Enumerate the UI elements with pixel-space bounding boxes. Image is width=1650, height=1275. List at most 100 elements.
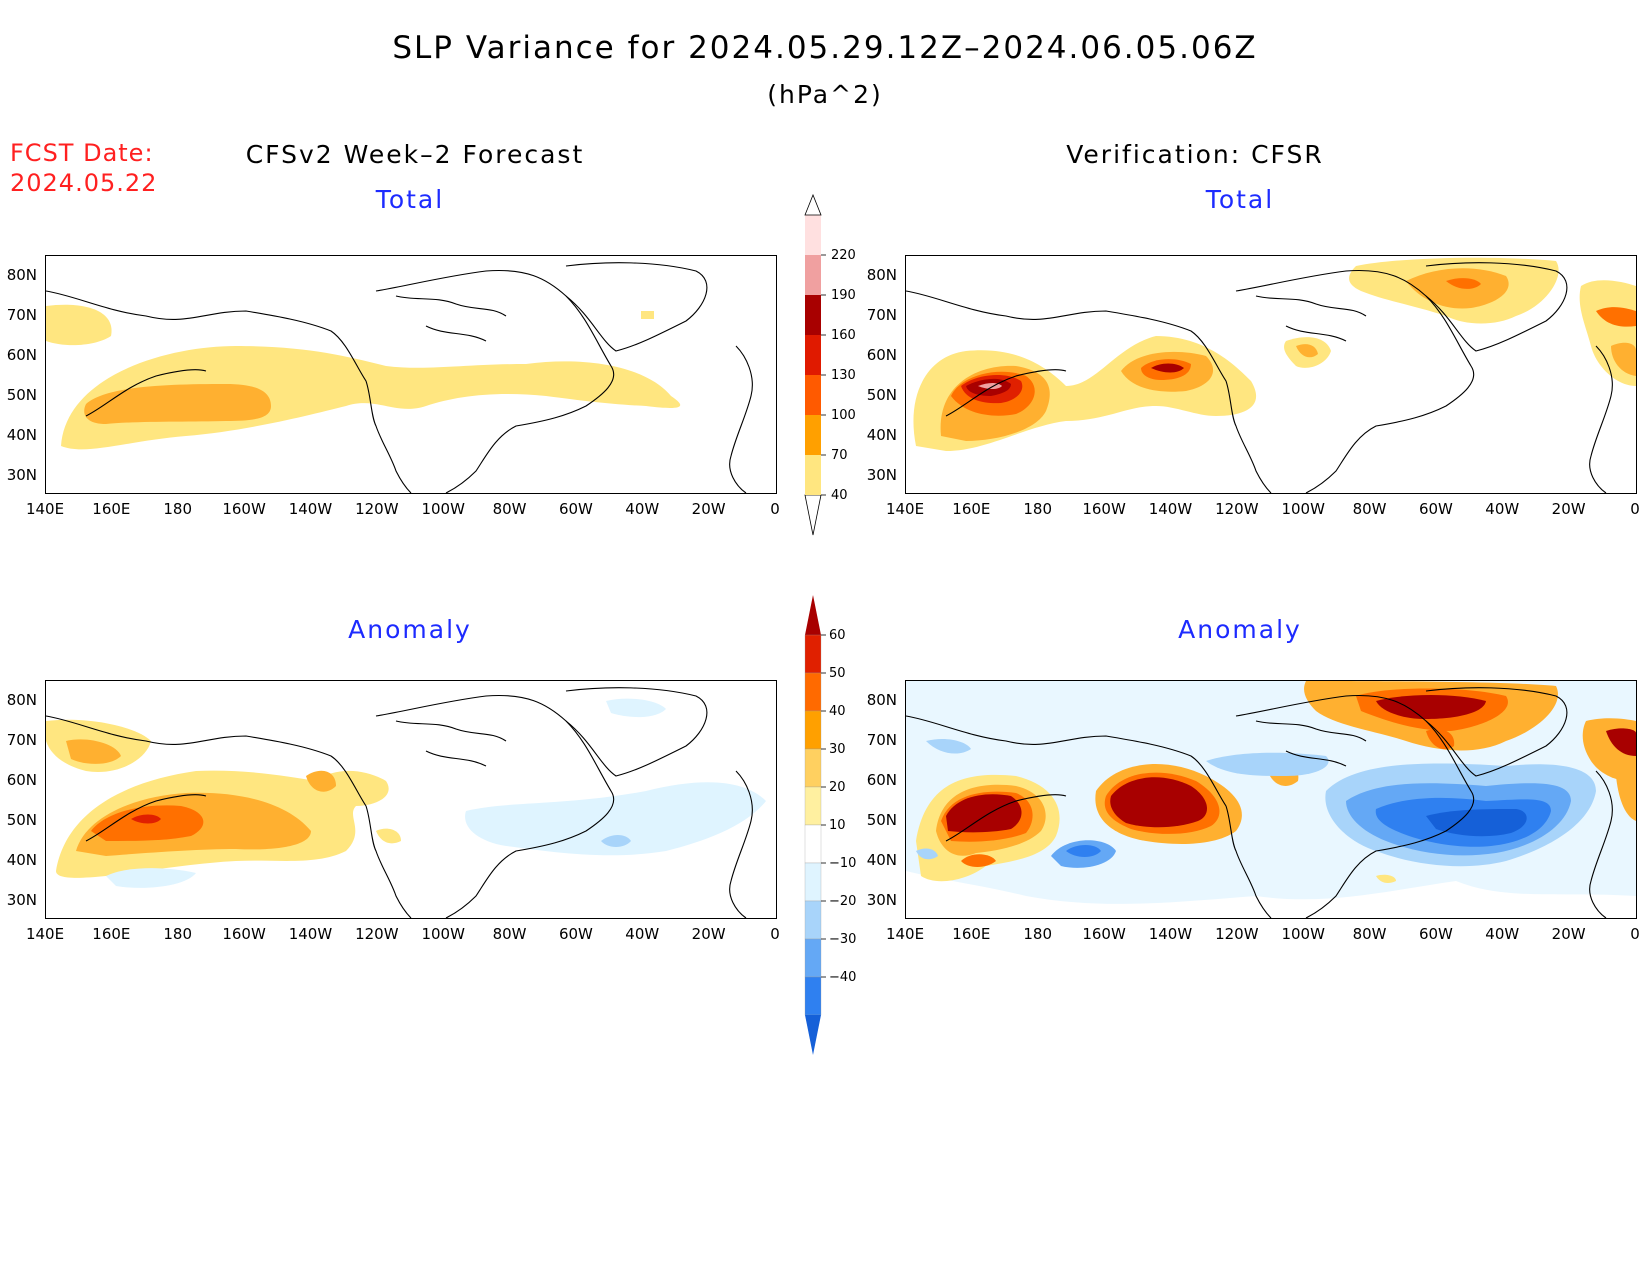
lat-tick-label: 50N (6, 811, 37, 829)
colorbar-anomaly-label: −10 (829, 856, 856, 871)
lon-tick-label: 160W (1082, 500, 1126, 518)
lat-tick-label: 70N (866, 306, 897, 324)
colorbar-anomaly-label: 40 (829, 704, 846, 719)
lat-tick-label: 50N (866, 386, 897, 404)
forecast-date-value: 2024.05.22 (10, 169, 158, 197)
colorbar-total-label: 100 (831, 408, 856, 423)
map-panel-verification-total (905, 255, 1637, 494)
left-column-title: CFSv2 Week–2 Forecast (245, 140, 585, 169)
lon-tick-label: 120W (1215, 925, 1259, 943)
lon-tick-label: 60W (558, 925, 593, 943)
lon-tick-label: 20W (1551, 925, 1586, 943)
lon-tick-label: 60W (1418, 925, 1453, 943)
colorbar-total-block (805, 375, 821, 415)
colorbar-total-label: 40 (831, 488, 848, 503)
lon-tick-label: 100W (1281, 500, 1325, 518)
lon-tick-label: 120W (355, 500, 399, 518)
lat-tick-label: 50N (866, 811, 897, 829)
lon-tick-label: 160E (92, 500, 131, 518)
map-panel-verification-anomaly (905, 680, 1637, 919)
colorbar-anomaly-block (804, 862, 822, 902)
colorbar-total: 40 70 100 130 160 190 220 (795, 193, 875, 540)
lat-tick-label: 60N (866, 346, 897, 364)
colorbar-anomaly-label: 30 (829, 742, 846, 757)
lon-tick-label: 80W (492, 925, 527, 943)
shading-forecast-anomaly (46, 698, 766, 888)
colorbar-anomaly-block (804, 900, 822, 940)
lon-tick-label: 120W (1215, 500, 1259, 518)
lon-tick-label: 160W (222, 925, 266, 943)
lon-tick-label: 0 (770, 925, 780, 943)
colorbar-anomaly-label: −40 (829, 970, 856, 985)
lon-tick-label: 160E (952, 925, 991, 943)
lon-tick-label: 140E (885, 500, 925, 518)
colorbar-total-svg: 40 70 100 130 160 190 220 (804, 193, 856, 536)
lat-tick-label: 80N (6, 691, 37, 709)
colorbar-total-block (805, 455, 821, 495)
figure-units: (hPa^2) (767, 80, 883, 109)
coastlines-forecast-total (46, 262, 753, 493)
map-verification-anomaly (906, 681, 1636, 918)
lon-tick-label: 40W (1485, 925, 1520, 943)
lon-tick-label: 140W (288, 925, 333, 943)
lat-tick-label: 60N (866, 771, 897, 789)
lon-tick-label: 180 (1023, 500, 1053, 518)
forecast-date-label: FCST Date: (10, 139, 154, 167)
lon-tick-label: 40W (625, 500, 660, 518)
lat-tick-label: 60N (6, 771, 37, 789)
coastlines-verification-total (906, 262, 1613, 493)
lon-tick-label: 100W (1281, 925, 1325, 943)
lon-tick-label: 180 (163, 925, 193, 943)
lon-tick-label: 20W (1551, 500, 1586, 518)
lon-tick-label: 0 (770, 500, 780, 518)
lat-tick-label: 40N (6, 851, 37, 869)
lon-tick-label: 140E (885, 925, 925, 943)
lat-tick-label: 30N (6, 891, 37, 909)
map-verification-total (906, 257, 1636, 493)
lon-tick-label: 80W (1352, 925, 1387, 943)
lon-tick-label: 60W (558, 500, 593, 518)
lon-tick-label: 180 (163, 500, 193, 518)
lon-tick-label: 40W (1485, 500, 1520, 518)
colorbar-total-label: 220 (831, 248, 856, 263)
colorbar-anomaly-block (804, 976, 822, 1016)
lon-tick-label: 0 (1630, 500, 1640, 518)
shading-verification-anomaly (906, 681, 1636, 918)
lat-tick-label: 80N (866, 266, 897, 284)
lon-tick-label: 160W (222, 500, 266, 518)
lon-tick-label: 120W (355, 925, 399, 943)
lon-tick-label: 180 (1023, 925, 1053, 943)
lon-tick-label: 140E (25, 500, 65, 518)
lon-tick-label: 80W (492, 500, 527, 518)
colorbar-total-label: 160 (831, 328, 856, 343)
colorbar-anomaly: 60 50 40 30 20 10 −10 −20 −30 −40 (795, 575, 875, 1055)
lon-tick-label: 160E (92, 925, 131, 943)
shading-verification-total (913, 257, 1636, 451)
colorbar-anomaly-tail (805, 1015, 821, 1055)
colorbar-total-block (805, 255, 821, 295)
lon-tick-label: 0 (1630, 925, 1640, 943)
bottom-left-panel-title: Anomaly (348, 615, 472, 644)
lat-tick-label: 80N (6, 266, 37, 284)
lat-tick-label: 70N (6, 731, 37, 749)
lat-tick-label: 40N (866, 426, 897, 444)
colorbar-anomaly-label: 20 (829, 780, 846, 795)
lat-tick-label: 40N (866, 851, 897, 869)
colorbar-anomaly-head (805, 595, 821, 635)
map-panel-forecast-anomaly (45, 680, 777, 919)
colorbar-anomaly-label: −30 (829, 932, 856, 947)
lon-tick-label: 140W (288, 500, 333, 518)
lon-tick-label: 20W (691, 500, 726, 518)
shading-forecast-total (46, 304, 681, 450)
colorbar-anomaly-label: 60 (829, 628, 846, 643)
lon-tick-label: 140W (1148, 500, 1193, 518)
colorbar-anomaly-block (804, 672, 822, 712)
lon-tick-label: 80W (1352, 500, 1387, 518)
colorbar-anomaly-label: 10 (829, 818, 846, 833)
colorbar-total-head (804, 193, 822, 216)
lon-tick-label: 100W (421, 500, 465, 518)
lon-tick-label: 140E (25, 925, 65, 943)
lat-tick-label: 70N (6, 306, 37, 324)
right-column-title: Verification: CFSR (1066, 140, 1324, 169)
lat-tick-label: 30N (866, 466, 897, 484)
